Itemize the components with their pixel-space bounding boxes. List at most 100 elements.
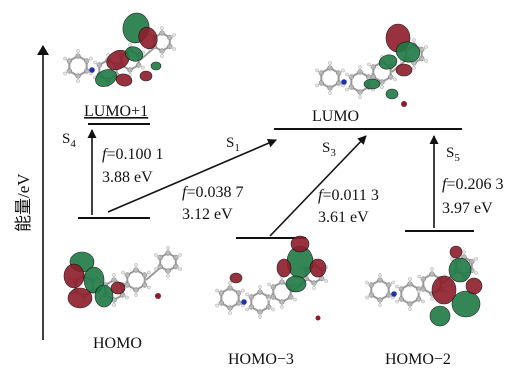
molecule-hydrogen (154, 267, 158, 271)
molecule-hydrogen (328, 61, 332, 65)
orbital-lobe-negative (229, 272, 243, 284)
state-label-s1: S1 (226, 135, 240, 154)
orbital-lobe-positive (363, 78, 381, 90)
orbital-label-homo: HOMO (93, 335, 142, 352)
molecule-bond (126, 268, 146, 292)
molecule-hydrogen (280, 305, 284, 309)
molecule-hydrogen (172, 47, 176, 51)
molecule-hydrogen (178, 267, 182, 271)
state-label-s4: S4 (62, 131, 76, 150)
molecule-bond (159, 251, 177, 273)
molecule-hydrogen (89, 56, 93, 61)
orbital-lobe-positive (378, 54, 398, 70)
molecule-hydrogen (121, 270, 125, 275)
orbital-image-lumo-plus-1 (63, 12, 176, 87)
molecule-hydrogen (166, 246, 170, 250)
molecule-hydrogen (134, 263, 138, 267)
molecule-hydrogen (341, 68, 345, 73)
molecule-hydrogen (112, 303, 116, 307)
molecule-hydrogen (241, 288, 245, 293)
molecule-hydrogen (462, 250, 466, 254)
orbital-lobe-negative (449, 245, 463, 259)
state-label-s3: S3 (322, 140, 336, 159)
molecule-bond (145, 267, 161, 281)
molecule-hydrogen (228, 311, 232, 315)
molecule-hydrogen (271, 307, 275, 312)
oscillator-strength-s1: f=0.038 7 (182, 184, 243, 201)
excitation-energy-s5: 3.97 eV (442, 200, 493, 217)
molecule-hydrogen (267, 297, 271, 302)
orbital-label-homo-3: HOMO−3 (228, 351, 294, 368)
molecule-hydrogen (134, 293, 138, 297)
molecule-hydrogen (178, 253, 182, 257)
molecule-hydrogen (380, 85, 384, 89)
molecule-hydrogen (76, 49, 80, 53)
orbital-lobe-negative (431, 275, 457, 305)
molecule-heteroatom (315, 315, 321, 321)
molecule-hydrogen (417, 274, 421, 279)
orbital-label-homo-2: HOMO−2 (385, 351, 451, 368)
molecule-hydrogen (391, 280, 395, 285)
orbital-lobe-positive (124, 46, 144, 62)
molecule-bond (400, 282, 420, 306)
orbital-label-lumo-plus-1: LUMO+1 (84, 103, 148, 120)
orbital-lobe-negative (290, 235, 310, 253)
oscillator-strength-s5: f=0.206 3 (442, 176, 503, 193)
orbital-lobe-negative (138, 26, 158, 50)
molecule-hydrogen (215, 303, 219, 308)
molecule-hydrogen (147, 285, 151, 290)
molecule-hydrogen (315, 83, 319, 88)
molecule-hydrogen (76, 79, 80, 83)
molecule-hydrogen (395, 299, 399, 304)
molecule-hydrogen (172, 33, 176, 37)
molecule-hydrogen (128, 43, 132, 47)
excitation-energy-s1: 3.12 eV (182, 206, 233, 223)
molecule-hydrogen (258, 285, 262, 289)
molecule-hydrogen (312, 286, 316, 290)
molecule-hydrogen (358, 95, 362, 99)
molecule-hydrogen (63, 56, 67, 61)
molecule-hydrogen (345, 87, 349, 92)
molecule-hydrogen (267, 282, 271, 287)
orbital-lobe-positive (451, 290, 481, 318)
molecule-hydrogen (417, 289, 421, 294)
orbital-lobe-negative (110, 281, 126, 295)
orbital-lobe-positive (385, 88, 399, 100)
molecule-hydrogen (324, 279, 328, 283)
molecule-heteroatom (391, 291, 397, 297)
orbital-lobe-negative (115, 73, 133, 87)
molecule-hydrogen (245, 292, 249, 297)
excitation-energy-s3: 3.61 eV (318, 209, 369, 226)
molecule-hydrogen (160, 26, 164, 30)
molecule-atom (157, 263, 163, 270)
molecule-hydrogen (245, 307, 249, 312)
excitation-energy-s4: 3.88 eV (102, 169, 153, 186)
molecule-hydrogen (93, 60, 97, 65)
molecule-hydrogen (412, 66, 416, 70)
molecule-hydrogen (424, 45, 428, 49)
molecule-hydrogen (315, 68, 319, 73)
molecule-heteroatom (89, 67, 95, 73)
orbital-lobe-negative (309, 258, 327, 278)
molecule-atom (157, 254, 163, 261)
molecule-bond (320, 66, 340, 90)
state-label-s5: S5 (446, 145, 460, 164)
molecule-hydrogen (450, 257, 454, 261)
molecule-hydrogen (141, 65, 145, 70)
molecule-hydrogen (345, 72, 349, 77)
orbital-lobe-negative (276, 258, 292, 278)
molecule-hydrogen (424, 59, 428, 63)
orbital-lobe-positive (95, 69, 117, 87)
molecule-heteroatom (155, 293, 161, 299)
molecule-hydrogen (474, 257, 478, 261)
orbital-lobe-negative (395, 63, 413, 77)
molecule-heteroatom (341, 79, 347, 85)
molecule-hydrogen (395, 284, 399, 289)
molecule-hydrogen (215, 288, 219, 293)
orbital-lobe-positive (448, 257, 472, 283)
molecule-hydrogen (63, 71, 67, 76)
energy-axis-label: 能量/eV (14, 173, 33, 232)
molecule-hydrogen (412, 38, 416, 42)
orbital-lobe-negative (465, 277, 483, 295)
